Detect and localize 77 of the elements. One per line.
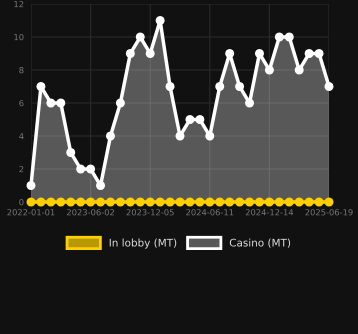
point: [195, 197, 204, 207]
point: [225, 197, 234, 207]
point: [254, 48, 264, 58]
point: [225, 48, 234, 58]
point: [136, 32, 145, 42]
point: [86, 164, 96, 174]
point: [106, 131, 115, 141]
point: [136, 197, 145, 207]
point: [304, 48, 314, 58]
point: [106, 197, 115, 207]
point: [116, 98, 125, 108]
point: [294, 197, 304, 207]
point: [66, 197, 76, 207]
point: [96, 180, 106, 190]
point: [66, 148, 76, 158]
point: [215, 82, 224, 92]
y-tick-label: 0: [19, 198, 24, 206]
point: [96, 197, 106, 207]
point: [264, 65, 274, 75]
point: [126, 197, 135, 207]
point: [56, 98, 66, 108]
y-tick-label: 8: [19, 66, 24, 74]
point: [205, 197, 214, 207]
legend-label: Casino (MT): [230, 238, 290, 248]
point: [56, 197, 66, 207]
point: [284, 32, 294, 42]
point: [235, 82, 244, 92]
y-tick-label: 12: [14, 0, 24, 8]
point: [175, 197, 185, 207]
point: [166, 197, 175, 207]
point: [156, 16, 165, 26]
x-tick-label: 2025-06-19: [305, 209, 353, 216]
point: [205, 131, 214, 141]
point: [274, 32, 284, 42]
point: [36, 82, 46, 92]
y-tick-label: 2: [19, 166, 24, 172]
point: [26, 180, 36, 190]
point: [156, 197, 165, 207]
point: [284, 197, 294, 207]
point: [254, 197, 264, 207]
x-tick-label: 2024-06-11: [186, 209, 234, 216]
x-tick-label: 2022-01-01: [7, 209, 54, 216]
point: [86, 197, 96, 207]
point: [146, 197, 155, 207]
point: [235, 197, 244, 207]
point: [314, 197, 324, 207]
point: [36, 197, 46, 207]
point: [126, 48, 135, 58]
x-tick-label: 2023-12-05: [126, 209, 174, 216]
point: [185, 114, 194, 124]
point: [116, 197, 125, 207]
point: [76, 197, 86, 207]
y-tick-label: 4: [19, 133, 24, 140]
point: [245, 197, 254, 207]
y-tick-label: 10: [14, 34, 24, 40]
point: [175, 131, 185, 141]
point: [324, 82, 334, 92]
point: [304, 197, 314, 207]
legend-label: In lobby (MT): [110, 238, 176, 249]
point: [314, 48, 324, 58]
point: [215, 197, 224, 207]
point: [324, 197, 334, 207]
y-tick-label: 6: [19, 100, 24, 106]
x-tick-label: 2023-06-02: [66, 209, 114, 216]
point: [26, 197, 36, 207]
point: [146, 48, 155, 58]
point: [185, 197, 194, 207]
point: [195, 114, 204, 124]
point: [46, 98, 56, 108]
point: [274, 197, 284, 207]
point: [76, 164, 86, 174]
x-tick-label: 2024-12-14: [246, 209, 294, 216]
point: [46, 197, 56, 207]
point: [245, 98, 254, 108]
point: [264, 197, 274, 207]
point: [294, 65, 304, 75]
point: [166, 82, 175, 92]
